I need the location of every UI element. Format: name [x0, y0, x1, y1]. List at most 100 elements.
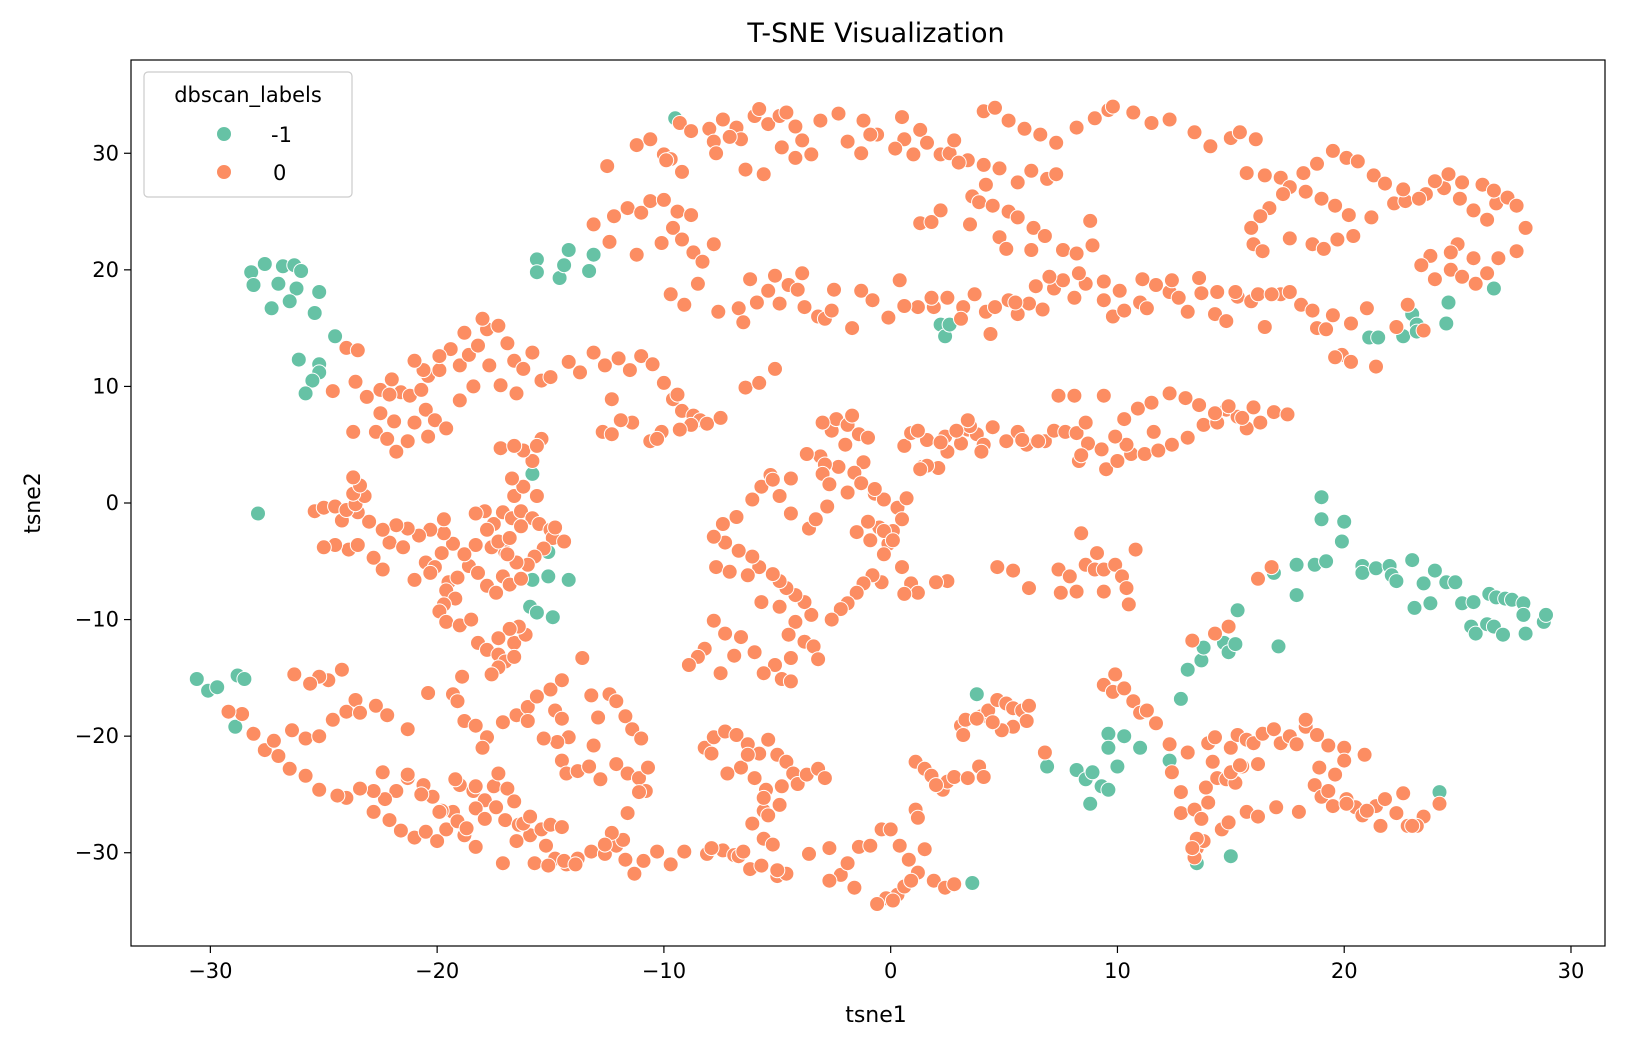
scatter-point-label-0 — [1202, 138, 1219, 155]
scatter-point-label-0 — [919, 134, 935, 151]
scatter-point-label-0 — [492, 440, 509, 457]
scatter-point-label-0 — [374, 561, 391, 578]
scatter-point-label-0 — [470, 337, 486, 354]
scatter-point-label-0 — [1231, 124, 1248, 141]
scatter-point-label-0 — [603, 824, 620, 841]
scatter-point-label-0 — [837, 436, 854, 453]
x-axis-label: tsne1 — [845, 1003, 907, 1028]
scatter-point-label-0 — [1036, 228, 1053, 244]
scatter-point-label-0 — [1252, 208, 1269, 225]
scatter-point-label-0 — [422, 564, 439, 581]
scatter-point-label-0 — [297, 730, 314, 747]
scatter-point-label-0 — [787, 118, 804, 135]
scatter-point-label-0 — [1118, 580, 1135, 597]
scatter-point-label-0 — [1073, 447, 1090, 464]
scatter-point-label-0 — [1327, 197, 1344, 214]
scatter-point-label-0 — [1329, 231, 1346, 248]
scatter-point-label-0 — [619, 200, 636, 217]
scatter-point-label-0 — [1227, 284, 1244, 300]
scatter-point-label-0 — [352, 704, 368, 721]
scatter-point-label-0 — [1279, 406, 1296, 423]
scatter-point-label-0 — [1163, 436, 1180, 453]
scatter-point-label-0 — [1265, 404, 1282, 421]
scatter-point-label-0 — [1034, 301, 1051, 318]
scatter-point-label-0 — [735, 843, 752, 860]
scatter-point-label-0 — [1143, 115, 1160, 131]
scatter-point-label-0 — [923, 214, 940, 230]
scatter-point-label-0 — [689, 275, 706, 292]
scatter-point-label-0 — [735, 314, 752, 331]
scatter-point-label-0 — [1129, 400, 1146, 417]
scatter-point-label-neg1 — [1109, 758, 1126, 775]
scatter-point-label-0 — [705, 612, 722, 629]
legend: dbscan_labels -1 0 — [143, 71, 353, 198]
scatter-point-label-0 — [909, 809, 926, 826]
scatter-point-label-0 — [596, 357, 613, 374]
scatter-point-label-0 — [1163, 272, 1180, 289]
scatter-point-label-neg1 — [1495, 626, 1511, 643]
scatter-point-label-0 — [1413, 257, 1430, 274]
scatter-point-label-neg1 — [1229, 602, 1246, 619]
scatter-point-label-0 — [821, 840, 838, 857]
scatter-point-label-0 — [1186, 124, 1203, 141]
scatter-point-label-0 — [1508, 197, 1525, 214]
scatter-point-label-0 — [1116, 680, 1133, 697]
scatter-point-label-0 — [1027, 278, 1044, 295]
scatter-point-label-0 — [1324, 307, 1341, 324]
scatter-point-label-neg1 — [1440, 294, 1457, 311]
scatter-point-label-0 — [635, 852, 652, 869]
scatter-point-label-0 — [445, 535, 461, 552]
scatter-point-label-neg1 — [1388, 573, 1405, 590]
scatter-point-label-0 — [760, 116, 777, 133]
scatter-point-label-0 — [1030, 433, 1047, 450]
scatter-point-label-0 — [379, 707, 396, 724]
scatter-point-label-0 — [848, 524, 865, 541]
scatter-point-label-0 — [1377, 791, 1393, 808]
scatter-point-label-0 — [760, 807, 777, 824]
scatter-point-label-neg1 — [1132, 739, 1149, 756]
scatter-point-label-neg1 — [270, 275, 287, 292]
scatter-point-label-0 — [1365, 167, 1382, 184]
scatter-point-label-0 — [633, 730, 650, 747]
scatter-point-label-0 — [365, 549, 382, 566]
scatter-point-label-0 — [610, 350, 627, 367]
scatter-point-label-0 — [519, 713, 536, 729]
scatter-point-label-0 — [1256, 319, 1273, 335]
scatter-point-label-0 — [488, 584, 505, 601]
scatter-point-label-0 — [1184, 632, 1201, 649]
scatter-point-label-neg1 — [1485, 280, 1502, 297]
scatter-point-label-0 — [814, 414, 831, 431]
scatter-point-label-0 — [603, 391, 620, 408]
scatter-point-label-0 — [848, 584, 865, 601]
scatter-point-label-0 — [560, 353, 577, 370]
scatter-point-label-0 — [1290, 803, 1307, 820]
scatter-point-label-0 — [819, 498, 836, 515]
scatter-point-label-0 — [1134, 271, 1151, 288]
scatter-point-label-0 — [374, 521, 391, 538]
scatter-point-label-0 — [760, 731, 777, 748]
scatter-point-label-0 — [962, 216, 978, 233]
scatter-point-label-0 — [311, 728, 328, 745]
scatter-point-label-0 — [1127, 541, 1144, 558]
scatter-point-label-neg1 — [293, 263, 310, 279]
scatter-point-label-0 — [270, 748, 287, 764]
scatter-point-label-0 — [959, 770, 976, 787]
scatter-point-label-0 — [810, 651, 827, 668]
scatter-point-label-0 — [1442, 244, 1459, 261]
scatter-point-label-0 — [782, 470, 799, 487]
scatter-point-label-0 — [705, 236, 722, 253]
scatter-point-label-0 — [875, 546, 892, 563]
scatter-point-label-0 — [1297, 183, 1314, 200]
scatter-point-label-0 — [712, 409, 729, 426]
scatter-point-label-0 — [977, 176, 994, 193]
scatter-point-label-0 — [1179, 303, 1196, 320]
scatter-point-label-0 — [465, 378, 482, 395]
scatter-point-label-0 — [347, 373, 364, 390]
scatter-point-label-0 — [311, 781, 328, 798]
scatter-point-label-0 — [1023, 162, 1040, 179]
scatter-point-label-0 — [909, 584, 926, 601]
scatter-point-label-0 — [855, 112, 872, 129]
scatter-point-label-neg1 — [1538, 606, 1554, 623]
scatter-point-label-0 — [553, 710, 570, 727]
scatter-point-label-0 — [406, 414, 423, 431]
